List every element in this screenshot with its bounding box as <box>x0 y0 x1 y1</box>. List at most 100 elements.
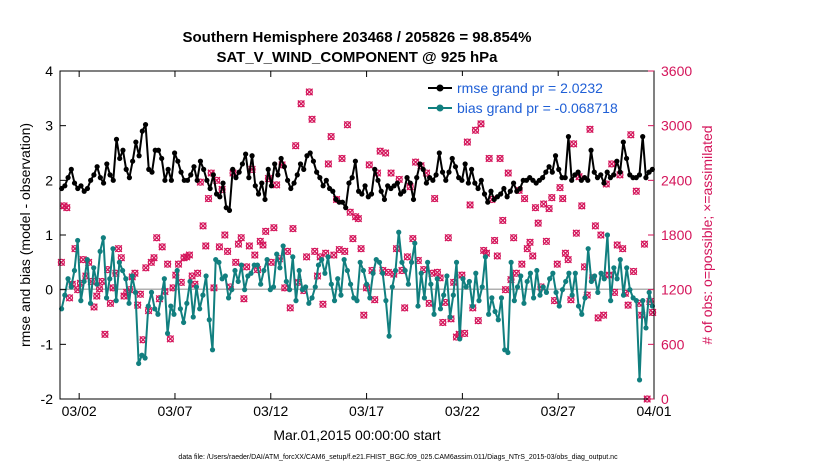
obs-count-point <box>548 193 556 202</box>
y-left-tick-label: -1 <box>41 336 54 352</box>
obs-assimilated-marker <box>158 243 166 251</box>
obs-count-point <box>400 304 409 312</box>
bias-point <box>145 303 151 309</box>
rmse-point <box>197 158 204 164</box>
obs-possible-marker <box>215 243 223 251</box>
rmse-point <box>636 172 643 178</box>
obs-possible-marker <box>619 245 627 253</box>
obs-count-point <box>354 214 363 223</box>
bias-point <box>161 276 167 282</box>
bias-point <box>290 254 296 260</box>
obs-assimilated-marker <box>302 253 311 261</box>
obs-count-point <box>242 263 251 271</box>
rmse-point <box>226 207 233 213</box>
rmse-point <box>207 185 213 192</box>
obs-assimilated-marker <box>618 244 627 253</box>
bias-point <box>319 257 325 263</box>
bias-point <box>155 311 161 317</box>
rmse-point <box>165 166 171 172</box>
y-right-tick-label: 1800 <box>661 227 692 243</box>
bias-point <box>534 267 540 274</box>
obs-possible-marker <box>463 138 471 146</box>
bias-point <box>447 314 453 320</box>
obs-assimilated-marker <box>63 203 71 212</box>
bias-point <box>611 265 617 271</box>
rmse-point <box>591 169 597 175</box>
obs-possible-marker <box>439 318 447 327</box>
obs-count-point <box>57 258 66 267</box>
obs-assimilated-marker <box>242 263 251 271</box>
bias-point <box>617 257 623 263</box>
rmse-point <box>478 177 484 183</box>
rmse-point <box>501 185 507 192</box>
obs-possible-marker <box>540 200 548 208</box>
bias-point <box>187 278 193 285</box>
obs-count-point <box>501 285 510 294</box>
obs-assimilated-marker <box>147 258 156 267</box>
obs-possible-marker <box>360 311 368 319</box>
bias-point <box>190 314 196 320</box>
obs-assimilated-marker <box>591 222 600 230</box>
obs-assimilated-marker <box>240 295 248 303</box>
bias-point <box>492 308 498 315</box>
y-axis-label-right: # of obs: o=possible; ×=assimilated <box>699 125 715 344</box>
x-tick-label: 03/27 <box>541 403 576 419</box>
bias-point <box>274 251 280 257</box>
obs-assimilated-marker <box>523 244 532 253</box>
obs-assimilated-marker <box>558 194 567 203</box>
rmse-point <box>598 172 604 178</box>
bias-point <box>235 278 241 285</box>
bias-point <box>543 289 550 295</box>
obs-possible-marker <box>564 256 572 264</box>
obs-possible-marker <box>297 100 305 108</box>
bias-point <box>640 298 646 304</box>
obs-assimilated-marker <box>234 240 243 248</box>
bias-point <box>396 229 402 235</box>
rmse-point <box>275 172 281 178</box>
obs-assimilated-marker <box>490 236 499 245</box>
obs-assimilated-marker <box>548 193 556 202</box>
obs-count-point <box>518 260 526 268</box>
bias-point <box>322 270 328 276</box>
obs-count-point <box>174 260 183 268</box>
obs-assimilated-marker <box>166 335 175 343</box>
obs-count-point <box>365 161 374 169</box>
bias-point <box>479 284 485 290</box>
rmse-point <box>510 180 517 186</box>
rmse-point <box>259 180 265 186</box>
obs-assimilated-marker <box>215 243 224 251</box>
rmse-point <box>507 188 513 194</box>
obs-possible-marker <box>559 194 567 203</box>
obs-possible-marker <box>510 234 518 242</box>
rmse-point <box>314 169 320 175</box>
obs-count-point <box>474 316 483 325</box>
rmse-point <box>178 169 184 175</box>
obs-possible-marker <box>101 330 109 338</box>
obs-count-point <box>251 251 259 259</box>
rmse-point <box>62 183 68 189</box>
bias-point <box>524 278 530 285</box>
obs-count-point <box>360 311 368 319</box>
rmse-point <box>611 172 617 178</box>
obs-possible-marker <box>150 254 158 262</box>
bias-point <box>563 278 569 285</box>
obs-possible-marker <box>534 219 542 227</box>
obs-assimilated-marker <box>387 169 395 177</box>
bias-point <box>312 284 318 290</box>
bias-point <box>553 289 559 295</box>
bias-point <box>550 270 556 276</box>
rmse-point <box>323 177 329 183</box>
obs-assimilated-marker <box>114 244 123 253</box>
rmse-point <box>443 177 449 183</box>
obs-possible-marker <box>365 161 373 169</box>
obs-count-point <box>545 204 553 213</box>
rmse-point <box>104 161 110 167</box>
obs-possible-marker <box>114 245 123 253</box>
obs-count-point <box>439 318 447 327</box>
obs-count-point <box>520 194 529 203</box>
obs-assimilated-marker <box>632 187 641 196</box>
bias-point <box>75 237 81 244</box>
bias-point <box>181 319 187 326</box>
bias-point <box>309 295 315 301</box>
rmse-point <box>255 191 262 197</box>
